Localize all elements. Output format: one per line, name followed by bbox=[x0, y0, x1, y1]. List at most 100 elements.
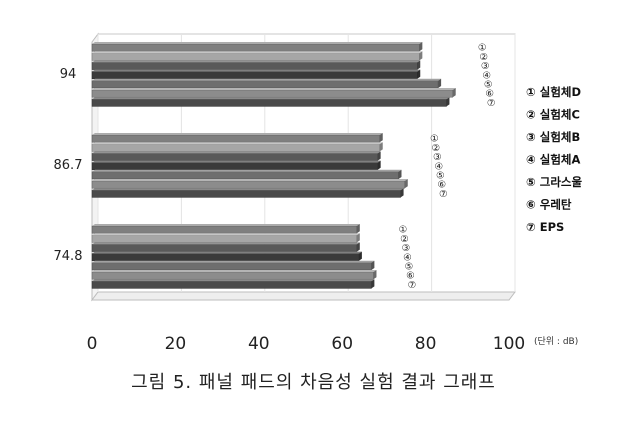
bar-top bbox=[92, 169, 402, 172]
bar-top bbox=[92, 133, 383, 135]
bar-top bbox=[92, 69, 421, 72]
bar-end bbox=[356, 233, 360, 243]
series-marker: ⑥ bbox=[437, 180, 446, 191]
series-marker: ⑦ bbox=[408, 280, 417, 291]
bar bbox=[91, 189, 401, 198]
bar bbox=[91, 280, 372, 289]
x-tick-label: 100 bbox=[493, 334, 525, 354]
bar-top bbox=[92, 188, 404, 191]
bar-end bbox=[377, 160, 381, 170]
bar-end bbox=[417, 60, 421, 70]
bar-end bbox=[438, 78, 442, 88]
legend-entry: ③ 실험체B bbox=[526, 130, 580, 144]
series-marker: ④ bbox=[434, 161, 443, 172]
bar-group bbox=[91, 133, 408, 198]
bar-group bbox=[91, 224, 377, 289]
bar-top bbox=[92, 270, 377, 272]
legend-entry: ⑥ 우레탄 bbox=[526, 198, 572, 212]
bar-top bbox=[92, 151, 381, 154]
series-marker: ③ bbox=[481, 61, 490, 72]
x-tick-label: 80 bbox=[415, 334, 437, 354]
x-tick-label: 40 bbox=[248, 334, 270, 354]
bar-end bbox=[417, 69, 421, 79]
bar-end bbox=[356, 224, 360, 234]
series-marker: ① bbox=[399, 225, 408, 236]
bar bbox=[91, 153, 378, 161]
bar bbox=[91, 253, 360, 262]
legend-entry: ⑦ EPS bbox=[526, 220, 564, 234]
bar-end bbox=[371, 279, 375, 289]
bar-top bbox=[92, 233, 360, 236]
bar-end bbox=[400, 188, 404, 198]
bar bbox=[91, 262, 372, 271]
bar bbox=[91, 180, 405, 189]
series-marker: ④ bbox=[403, 252, 412, 263]
unit-label: (단위 : dB) bbox=[534, 336, 578, 347]
bar bbox=[91, 171, 399, 180]
x-tick-label: 20 bbox=[165, 334, 187, 354]
series-marker: ③ bbox=[402, 243, 411, 254]
legend-entry: ⑤ 그라스울 bbox=[526, 175, 582, 189]
bar-top bbox=[92, 179, 408, 181]
series-marker: ⑤ bbox=[405, 262, 414, 273]
floor bbox=[91, 291, 516, 301]
bar-end bbox=[419, 51, 423, 61]
series-marker: ⑥ bbox=[485, 89, 494, 100]
bar-groups bbox=[91, 42, 456, 289]
category-labels: 94 86.7 74.8 bbox=[54, 67, 83, 264]
series-marker: ⑦ bbox=[487, 98, 496, 109]
x-tick-label: 60 bbox=[331, 334, 353, 354]
bar bbox=[91, 143, 380, 152]
bar-end bbox=[398, 169, 402, 179]
bar bbox=[91, 162, 378, 171]
series-marker: ⑤ bbox=[436, 171, 445, 182]
bar-top bbox=[92, 78, 442, 81]
series-marker: ② bbox=[431, 143, 440, 154]
bar bbox=[91, 244, 358, 252]
bar bbox=[91, 234, 358, 243]
bar-end bbox=[379, 142, 383, 152]
bar-top bbox=[92, 279, 375, 282]
bar bbox=[91, 52, 420, 61]
series-marker: ⑦ bbox=[439, 189, 448, 200]
bar-top bbox=[92, 160, 381, 163]
bar bbox=[91, 89, 453, 98]
bar-end bbox=[452, 88, 456, 98]
bar-end bbox=[379, 133, 383, 143]
bar-top bbox=[92, 97, 450, 100]
series-marker: ① bbox=[478, 43, 487, 54]
bar-end bbox=[356, 242, 360, 252]
bar-group bbox=[91, 42, 456, 107]
bar-top bbox=[92, 260, 375, 263]
bar-top bbox=[92, 242, 360, 245]
bar bbox=[91, 43, 420, 52]
series-marker: ② bbox=[400, 234, 409, 245]
series-marker: ⑤ bbox=[484, 80, 493, 91]
category-label: 74.8 bbox=[54, 249, 83, 264]
legend-entry: ① 실험체D bbox=[526, 85, 581, 99]
bar bbox=[91, 225, 358, 234]
bar-end bbox=[446, 97, 450, 107]
bar-top bbox=[92, 224, 360, 226]
bar-top bbox=[92, 142, 383, 145]
bar-top bbox=[92, 51, 423, 54]
legend-entry: ② 실험체C bbox=[526, 108, 580, 122]
bar bbox=[91, 80, 439, 89]
bar-top bbox=[92, 251, 362, 254]
bar-top bbox=[92, 60, 421, 63]
bar-end bbox=[377, 151, 381, 161]
bar bbox=[91, 71, 418, 80]
x-tick-label: 0 bbox=[87, 334, 98, 354]
series-marker: ④ bbox=[482, 70, 491, 81]
legend: ① 실험체D ② 실험체C ③ 실험체B ④ 실험체A ⑤ 그라스울 ⑥ 우레탄 ⑦ EPS bbox=[526, 85, 582, 234]
category-label: 86.7 bbox=[54, 158, 83, 173]
bar bbox=[91, 62, 418, 70]
series-marker: ⑥ bbox=[406, 271, 415, 282]
legend-entry: ④ 실험체A bbox=[526, 153, 580, 167]
figure-caption: 그림 5. 패널 패드의 차음성 실험 결과 그래프 bbox=[131, 372, 496, 393]
series-marker: ③ bbox=[433, 152, 442, 163]
bar-end bbox=[373, 270, 377, 280]
bar-end bbox=[358, 251, 362, 261]
